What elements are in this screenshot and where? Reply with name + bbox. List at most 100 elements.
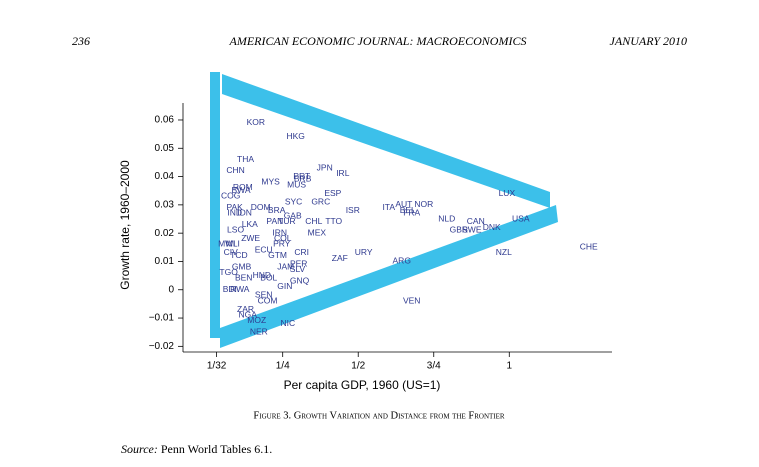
country-point: ESP [324,188,341,198]
country-point: HND [253,270,271,280]
x-tick-label: 1/32 [207,361,227,372]
x-tick-label: 3/4 [427,361,441,372]
source-text: Penn World Tables 6.1. [161,442,272,456]
country-point: IND [227,208,242,218]
country-point: ZWE [241,233,260,243]
y-tick-label: 0.06 [155,115,175,126]
country-point: JAM [277,261,294,271]
country-point: GMB [232,261,252,271]
x-tick-label: 1/4 [276,361,290,372]
country-point: BOL [260,273,277,283]
country-point: BRB [294,174,312,184]
issue-date: JANUARY 2010 [610,34,687,48]
country-point: BEL [400,205,416,215]
y-tick-label: −0.02 [149,341,175,352]
country-point: MOZ [247,315,266,325]
country-point: GBR [450,225,468,235]
country-point: BRA [268,205,286,215]
y-tick-label: −0.01 [149,313,175,324]
country-point: FRA [403,208,420,218]
country-point: IDN [237,208,252,218]
country-point: ISR [346,205,360,215]
country-point: CIV [224,247,239,257]
country-point: ROM [233,182,253,192]
country-point: JPN [317,162,333,172]
country-point: BEN [235,273,252,283]
country-point: GIN [277,281,292,291]
country-point: PRY [273,239,291,249]
country-point: NGA [238,309,257,319]
country-point: NER [250,326,268,336]
country-point: ZAR [237,304,254,314]
country-point: URY [355,247,373,257]
y-axis-label: Growth rate, 1960–2000 [118,160,132,290]
country-point: GRC [311,196,330,206]
country-point: PAN [266,216,283,226]
source-label: Source: [121,442,158,456]
country-point: TTO [325,216,342,226]
country-point: COL [274,233,292,243]
country-point: BWA [231,185,250,195]
y-tick-label: 0 [168,284,174,295]
country-point: TUR [278,216,295,226]
y-tick-label: 0.02 [155,228,175,239]
country-point: MEX [308,227,327,237]
country-point: CHE [580,242,598,252]
country-point: RWA [230,284,250,294]
country-point: MYS [261,176,280,186]
country-point: NZL [496,247,512,257]
country-point: ZAF [332,253,348,263]
country-point: ITA [382,202,395,212]
country-point: NIC [281,318,296,328]
country-point: THA [237,154,254,164]
country-point: NOR [414,199,433,209]
country-point: PER [290,259,307,269]
country-point: ARG [393,256,411,266]
country-point: SEN [255,290,272,300]
country-point: PAK [226,202,243,212]
country-point: LSO [227,225,244,235]
country-point: HKG [286,131,304,141]
country-point: LKA [242,219,258,229]
y-tick-label: 0.01 [155,256,175,267]
country-point: BDI [223,284,237,294]
country-point: NLD [438,213,455,223]
y-tick-label: 0.04 [155,171,175,182]
country-point: CAN [467,216,485,226]
country-point: COM [258,295,278,305]
country-point: TGO [219,267,238,277]
country-point: CHN [226,165,244,175]
page-number: 236 [72,34,90,48]
country-point: USA [512,213,530,223]
country-point: GNQ [290,276,310,286]
source-note: Source: Penn World Tables 6.1. [121,442,272,456]
country-point: SLV [290,264,306,274]
x-tick-label: 1/2 [351,361,365,372]
y-tick-label: 0.05 [155,143,175,154]
country-point: IRL [336,168,350,178]
country-point: DNK [483,222,501,232]
country-point: SYC [285,196,302,206]
figure-caption: Figure 3. Growth Variation and Distance … [253,410,504,421]
y-tick-label: 0.03 [155,200,175,211]
country-point: TCD [230,250,247,260]
country-point: CHL [305,216,322,226]
country-point: AUT [395,199,412,209]
country-point: SWE [462,225,482,235]
country-point: IRN [272,227,287,237]
x-tick-label: 1 [507,361,513,372]
frontier-triangle [210,72,558,348]
country-point: VEN [403,295,420,305]
country-point: COG [221,191,240,201]
country-point: CRI [294,247,309,257]
journal-title: AMERICAN ECONOMIC JOURNAL: MACROECONOMIC… [229,34,527,48]
country-point: DOM [251,202,271,212]
country-point: MLI [226,239,240,249]
country-point: ECU [255,244,273,254]
country-point: MWI [218,239,235,249]
country-point: PRT [293,171,310,181]
country-point: GAB [284,210,302,220]
country-point: MUS [287,179,306,189]
country-point: LUX [499,188,516,198]
